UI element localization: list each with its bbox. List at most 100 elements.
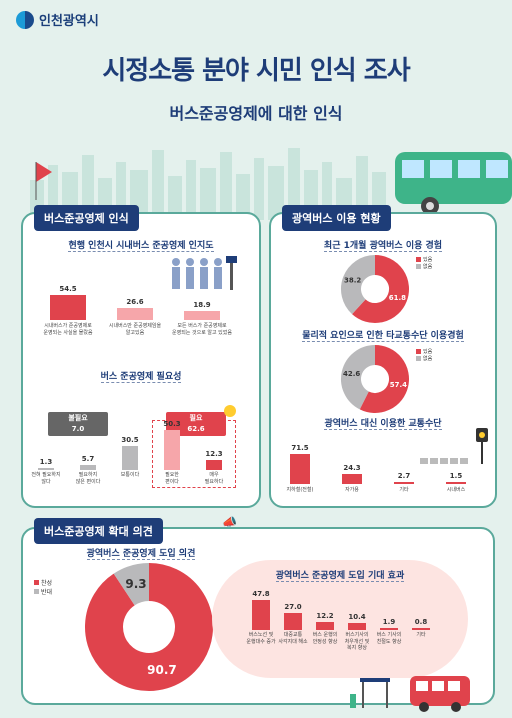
- no-value: 38.2: [344, 277, 361, 285]
- legend-label: 찬성: [41, 580, 53, 587]
- bar-category-label: 시내버스: [446, 487, 466, 493]
- section-heading-usage: 광역버스 이용 현황: [282, 205, 391, 231]
- legend-swatch: [416, 349, 421, 354]
- legend-swatch: [416, 264, 421, 269]
- chart-bar: [206, 460, 222, 470]
- legend-label: 있음: [423, 257, 433, 263]
- bar-value-label: 5.7: [81, 455, 95, 464]
- substitute-chart-title-text: 광역버스 대신 이용한 교통수단: [324, 419, 442, 430]
- bar-category-label: 버스노선 및 운행대수 증가: [246, 632, 276, 645]
- agree-slice: [85, 563, 213, 691]
- effects-chart-title: 광역버스 준공영제 도입 기대 효과: [212, 568, 468, 582]
- legend-item-no: 없음: [416, 263, 432, 270]
- bar-category-label: 전혀 필요하지 않다: [31, 472, 61, 485]
- yes-value: 61.8: [389, 294, 406, 302]
- bus-station-illustration: [350, 676, 470, 712]
- bar-value-label: 18.9: [193, 301, 211, 310]
- experience-chart-title: 최근 1개월 광역버스 이용 경험: [269, 238, 497, 252]
- bar-value-label: 1.9: [382, 618, 396, 626]
- legend-swatch: [34, 589, 39, 594]
- bar-value-label: 2.7: [397, 472, 411, 480]
- bar-category-label: 버스 기사의 친절도 향상: [376, 632, 402, 645]
- unneeded-group-badge: 불필요 7.0: [48, 412, 108, 436]
- bar-category-label: 시내버스가 준공영제로 운영되는 사실을 몰랐음: [43, 323, 93, 336]
- bar-value-label: 0.8: [414, 618, 428, 626]
- bar-value-label: 30.5: [121, 435, 139, 444]
- bar-value-label: 10.4: [348, 613, 366, 622]
- experience-chart-title-text: 최근 1개월 광역버스 이용 경험: [323, 241, 443, 252]
- no-slice: [341, 345, 376, 410]
- city-logo-icon: [16, 10, 34, 29]
- logo: 인천광역시: [16, 10, 99, 29]
- bar-value-label: 26.6: [126, 297, 144, 306]
- chart-bar: [316, 622, 334, 630]
- logo-text: 인천광역시: [39, 14, 99, 29]
- chart-bar: [184, 311, 220, 320]
- needed-group-label: 필요: [189, 414, 203, 422]
- needed-group-value: 62.6: [187, 425, 205, 433]
- alternative-legend: 있음 없음: [416, 348, 432, 362]
- section-heading-expansion: 버스준공영제 확대 의견: [34, 518, 163, 544]
- bar-value-label: 12.3: [205, 450, 223, 459]
- legend-label: 있음: [423, 349, 433, 355]
- bus-stop-illustration: [420, 428, 488, 464]
- chart-bar: [50, 295, 86, 320]
- people-illustration: [172, 256, 237, 290]
- agree-value: 90.7: [147, 663, 177, 677]
- chart-bar: [284, 613, 302, 630]
- smile-emoji-icon: [224, 405, 236, 417]
- bar-category-label: 버스기사의 처우개선 및 복지 향상: [344, 632, 370, 651]
- chart-bar: [38, 468, 54, 470]
- legend-label: 반대: [41, 589, 53, 596]
- bar-value-label: 27.0: [284, 603, 302, 612]
- bar-category-label: 자가용: [345, 487, 359, 493]
- legend-item-yes: 있음: [416, 256, 432, 263]
- chart-bar: [290, 454, 310, 484]
- bar-category-label: 지하철(전철): [286, 487, 314, 493]
- megaphone-icon: 📣: [222, 515, 237, 529]
- bar-category-label: 필요하지 않은 편이다: [75, 472, 101, 485]
- page-subtitle: 버스준공영제에 대한 인식: [169, 104, 343, 123]
- legend-swatch: [416, 356, 421, 361]
- bar-value-label: 54.5: [59, 285, 77, 293]
- bar-value-label: 1.5: [449, 472, 463, 480]
- chart-bar: [412, 628, 430, 630]
- chart-bar: [80, 465, 96, 470]
- unneeded-group-label: 불필요: [68, 414, 88, 422]
- bar-value-label: 71.5: [291, 444, 309, 452]
- no-slice: [341, 255, 376, 315]
- bar-value-label: 47.8: [252, 590, 270, 598]
- awareness-chart-title-text: 현행 인천시 시내버스 준공영제 인지도: [68, 241, 214, 252]
- yes-value: 57.4: [390, 381, 407, 389]
- bar-category-label: 기타: [399, 487, 409, 493]
- chart-bar: [122, 445, 138, 470]
- introduction-chart-title-text: 광역버스 준공영제 도입 의견: [86, 549, 196, 560]
- chart-bar: [394, 482, 414, 484]
- bar-value-label: 1.3: [39, 458, 53, 466]
- bar-category-label: 기타: [416, 632, 426, 638]
- title-part2: 시민 인식 조사: [256, 56, 411, 86]
- chart-bar: [117, 307, 153, 320]
- yes-slice: [359, 345, 409, 413]
- chart-bar: [446, 482, 466, 484]
- awareness-chart-title: 현행 인천시 시내버스 준공영제 인지도: [21, 238, 261, 252]
- necessity-chart-title-text: 버스 준공영제 필요성: [100, 372, 182, 383]
- legend-label: 없음: [423, 356, 433, 362]
- bus-illustration: [395, 152, 512, 215]
- chart-bar: [348, 623, 366, 630]
- bar-category-label: 보통이다: [120, 472, 140, 478]
- experience-donut: 61.8 38.2: [341, 255, 409, 323]
- disagree-slice: [113, 563, 151, 606]
- introduction-chart-title: 광역버스 준공영제 도입 의견: [21, 546, 261, 560]
- yes-slice: [352, 255, 409, 323]
- legend-swatch: [34, 580, 39, 585]
- legend-item-agree: 찬성: [34, 578, 52, 587]
- bar-value-label: 24.3: [343, 463, 361, 472]
- substitute-chart-title: 광역버스 대신 이용한 교통수단: [269, 416, 497, 430]
- page-title: 시정소통 분야 시민 인식 조사: [0, 50, 512, 87]
- bar-category-label: 모든 버스가 준공영제로 운영되는 것으로 알고 있었음: [172, 323, 232, 336]
- bar-value-label: 50.3: [163, 420, 181, 428]
- chart-bar: [252, 600, 270, 630]
- alternative-chart-title-text: 물리적 요인으로 인한 타교통수단 이용경험: [302, 331, 464, 342]
- legend-item-yes: 있음: [416, 348, 432, 355]
